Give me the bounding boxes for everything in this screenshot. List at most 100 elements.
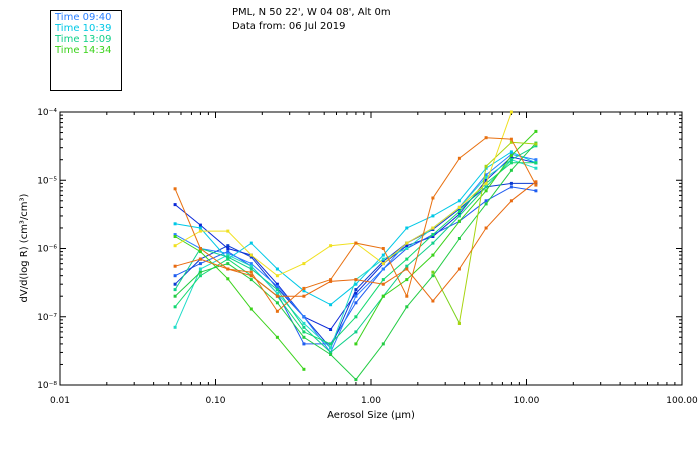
data-point <box>431 233 435 237</box>
data-point <box>457 205 461 209</box>
data-point <box>354 301 358 305</box>
chart-header: PML, N 50 22', W 04 08', Alt 0m Data fro… <box>232 6 391 34</box>
data-point <box>457 237 461 240</box>
data-point <box>173 274 177 278</box>
data-point <box>173 305 177 309</box>
x-tick-label: 1.00 <box>361 396 381 406</box>
data-point <box>431 241 435 245</box>
data-point <box>302 342 306 346</box>
data-point <box>405 226 409 230</box>
data-point <box>509 161 513 165</box>
data-point <box>275 294 279 298</box>
data-point <box>198 223 202 227</box>
data-point <box>405 257 409 261</box>
series-layer <box>173 110 538 382</box>
data-point <box>431 270 435 274</box>
data-point <box>381 294 385 298</box>
data-point <box>354 294 358 298</box>
data-point <box>381 247 385 250</box>
data-point <box>226 262 230 266</box>
data-point <box>431 196 435 200</box>
y-tick-label: 10⁻⁶ <box>37 245 57 255</box>
data-point <box>249 274 253 278</box>
data-point <box>329 346 333 350</box>
data-point <box>302 335 306 339</box>
data-point <box>509 150 513 154</box>
data-point <box>509 168 513 172</box>
data-point <box>484 175 488 179</box>
data-point <box>484 199 488 203</box>
data-point <box>484 181 488 185</box>
data-point <box>484 185 488 189</box>
data-point <box>198 229 202 233</box>
legend-box: Time 09:40 Time 10:39 Time 13:09 Time 14… <box>50 10 122 91</box>
data-point <box>249 307 253 311</box>
data-point <box>457 212 461 216</box>
data-point <box>431 226 435 230</box>
data-point <box>381 282 385 286</box>
data-point <box>354 241 358 245</box>
data-point <box>226 255 230 259</box>
data-point <box>249 278 253 282</box>
data-point <box>509 154 513 158</box>
y-tick-label: 10⁻⁴ <box>37 108 57 118</box>
legend-entry-2: Time 13:09 <box>55 34 112 45</box>
series-line-1 <box>174 186 536 345</box>
data-point <box>249 264 253 268</box>
data-point <box>198 226 202 230</box>
data-point <box>354 291 358 295</box>
data-point <box>534 158 538 162</box>
data-point <box>534 181 538 185</box>
y-axis-label: dV/d(log R) (cm³/cm³) <box>19 193 30 302</box>
data-point <box>329 350 333 354</box>
data-point <box>509 137 513 141</box>
data-point <box>354 330 358 334</box>
data-point <box>302 325 306 329</box>
data-point <box>226 267 230 271</box>
data-point <box>484 164 488 168</box>
data-point <box>275 291 279 295</box>
data-point <box>457 199 461 203</box>
data-point <box>405 294 409 298</box>
data-point <box>457 156 461 160</box>
data-point <box>457 267 461 271</box>
data-point <box>509 181 513 185</box>
data-point <box>431 214 435 218</box>
data-point <box>198 247 202 250</box>
location-line: PML, N 50 22', W 04 08', Alt 0m <box>232 7 391 18</box>
data-point <box>534 180 538 184</box>
x-tick-label: 100.00 <box>666 396 698 406</box>
data-point <box>431 235 435 238</box>
data-point <box>484 202 488 206</box>
data-point <box>381 253 385 257</box>
data-point <box>173 264 177 268</box>
data-point <box>226 253 230 257</box>
data-point <box>329 342 333 346</box>
y-tick-label: 10⁻⁷ <box>37 313 57 323</box>
data-point <box>329 279 333 283</box>
data-point <box>198 267 202 271</box>
data-point <box>405 244 409 248</box>
data-point <box>302 321 306 325</box>
data-point <box>381 262 385 266</box>
data-point <box>226 247 230 250</box>
data-point <box>457 219 461 223</box>
data-point <box>275 267 279 271</box>
data-point <box>302 367 306 371</box>
y-tick-label: 10⁻⁵ <box>37 176 57 186</box>
data-point <box>249 267 253 271</box>
plot-frame <box>59 111 683 386</box>
data-point <box>381 257 385 261</box>
data-point <box>431 253 435 257</box>
data-point <box>173 294 177 298</box>
data-point <box>198 257 202 261</box>
data-point <box>173 282 177 286</box>
data-point <box>173 222 177 226</box>
data-point <box>302 330 306 334</box>
data-point <box>249 241 253 245</box>
data-point <box>405 247 409 250</box>
data-point <box>275 282 279 286</box>
data-point <box>226 251 230 255</box>
data-point <box>173 203 177 207</box>
